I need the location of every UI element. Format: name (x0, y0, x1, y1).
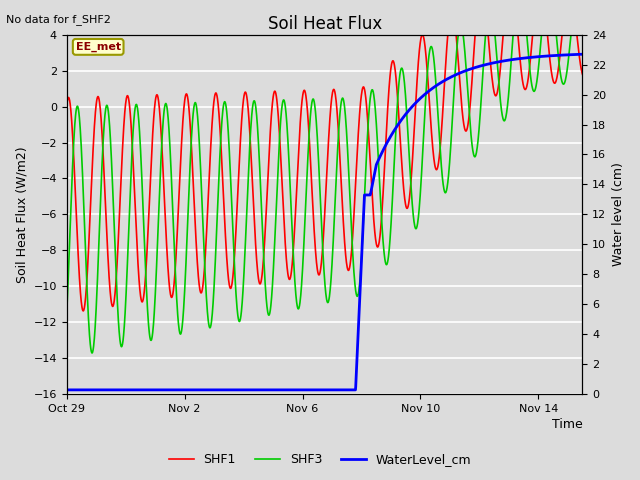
WaterLevel_cm (89, 387, 97, 393)
Text: EE_met: EE_met (76, 42, 121, 52)
SHF1 (300, 87, 308, 93)
Y-axis label: Soil Heat Flux (W/m2): Soil Heat Flux (W/m2) (15, 146, 28, 283)
Line: SHF1: SHF1 (67, 0, 582, 311)
WaterLevel_cm (563, 52, 571, 58)
Legend: SHF1, SHF3, WaterLevel_cm: SHF1, SHF3, WaterLevel_cm (164, 448, 476, 471)
SHF1 (469, 61, 477, 67)
Line: WaterLevel_cm: WaterLevel_cm (67, 54, 582, 390)
SHF3 (564, 60, 572, 66)
SHF3 (579, 3, 586, 9)
Y-axis label: Water level (cm): Water level (cm) (612, 163, 625, 266)
WaterLevel_cm (469, 65, 477, 71)
SHF3 (88, 350, 96, 356)
WaterLevel_cm (63, 387, 70, 393)
SHF1 (79, 308, 87, 314)
Line: SHF3: SHF3 (67, 0, 582, 353)
Text: Time: Time (552, 418, 582, 431)
SHF3 (90, 346, 97, 351)
SHF1 (314, 269, 322, 275)
SHF1 (63, 102, 70, 108)
SHF3 (314, 143, 322, 149)
SHF3 (300, 236, 308, 241)
SHF3 (63, 309, 70, 315)
SHF1 (579, 72, 586, 77)
WaterLevel_cm (579, 51, 586, 57)
WaterLevel_cm (300, 387, 308, 393)
SHF3 (469, 149, 477, 155)
SHF3 (564, 62, 572, 68)
WaterLevel_cm (314, 387, 321, 393)
Text: No data for f_SHF2: No data for f_SHF2 (6, 14, 111, 25)
SHF1 (90, 142, 97, 147)
Title: Soil Heat Flux: Soil Heat Flux (268, 15, 381, 33)
WaterLevel_cm (564, 52, 572, 58)
